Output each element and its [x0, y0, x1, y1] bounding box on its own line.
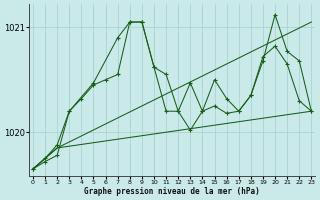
- X-axis label: Graphe pression niveau de la mer (hPa): Graphe pression niveau de la mer (hPa): [84, 187, 260, 196]
